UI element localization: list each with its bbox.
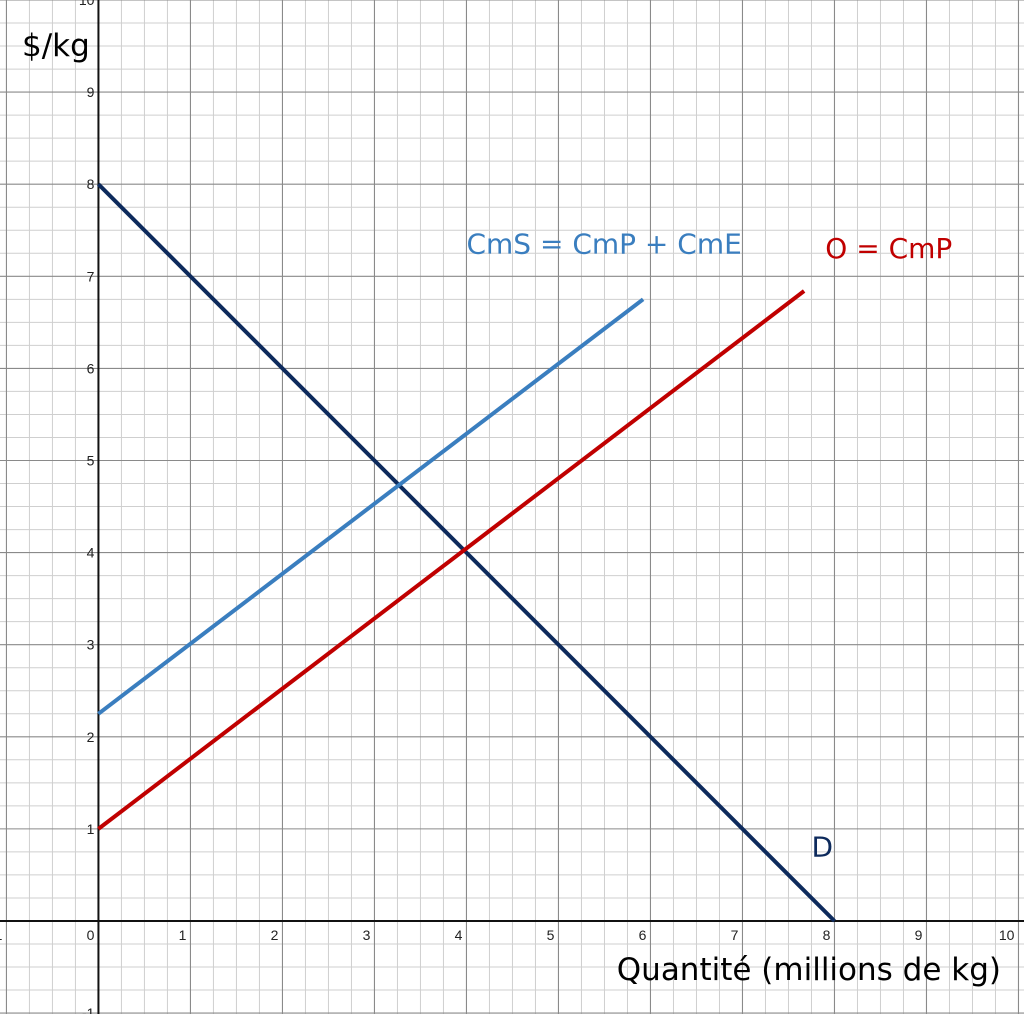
x-tick-label: 6 (639, 927, 647, 943)
series-label: CmS = CmP + CmE (466, 227, 741, 260)
y-tick-label: 4 (87, 545, 95, 561)
series-lines (96, 182, 836, 923)
y-tick-label: -1 (82, 1005, 95, 1014)
x-axis-title: Quantité (millions de kg) (617, 952, 1001, 988)
y-tick-label: 7 (87, 268, 95, 284)
chart-labels: D CmS = CmP + CmE O = CmP (466, 227, 952, 863)
x-tick-label: 1 (179, 927, 187, 943)
y-tick-label: 1 (87, 821, 95, 837)
x-tick-label: 3 (363, 927, 371, 943)
x-tick-label: 10 (999, 927, 1015, 943)
x-tick-label: 5 (547, 927, 555, 943)
y-tick-label: 8 (87, 176, 95, 192)
y-tick-label: 10 (79, 0, 95, 8)
x-tick-label: 0 (87, 927, 95, 943)
y-tick-label: 3 (87, 637, 95, 653)
y-tick-label: 6 (87, 360, 95, 376)
series-line (97, 297, 645, 716)
x-tick-label: 7 (731, 927, 739, 943)
x-tick-label: 4 (455, 927, 463, 943)
series-line (96, 182, 836, 923)
x-tick-label: -1 (0, 927, 3, 943)
x-tick-label: 9 (915, 927, 923, 943)
y-tick-label: 9 (87, 84, 95, 100)
y-tick-label: 5 (87, 452, 95, 468)
x-tick-label: 2 (271, 927, 279, 943)
y-axis-title: $/kg (22, 28, 90, 64)
y-tick-label: 2 (87, 729, 95, 745)
series-line (97, 289, 806, 831)
x-tick-label: 8 (823, 927, 831, 943)
series-label: O = CmP (825, 232, 952, 265)
series-label: D (811, 831, 833, 864)
